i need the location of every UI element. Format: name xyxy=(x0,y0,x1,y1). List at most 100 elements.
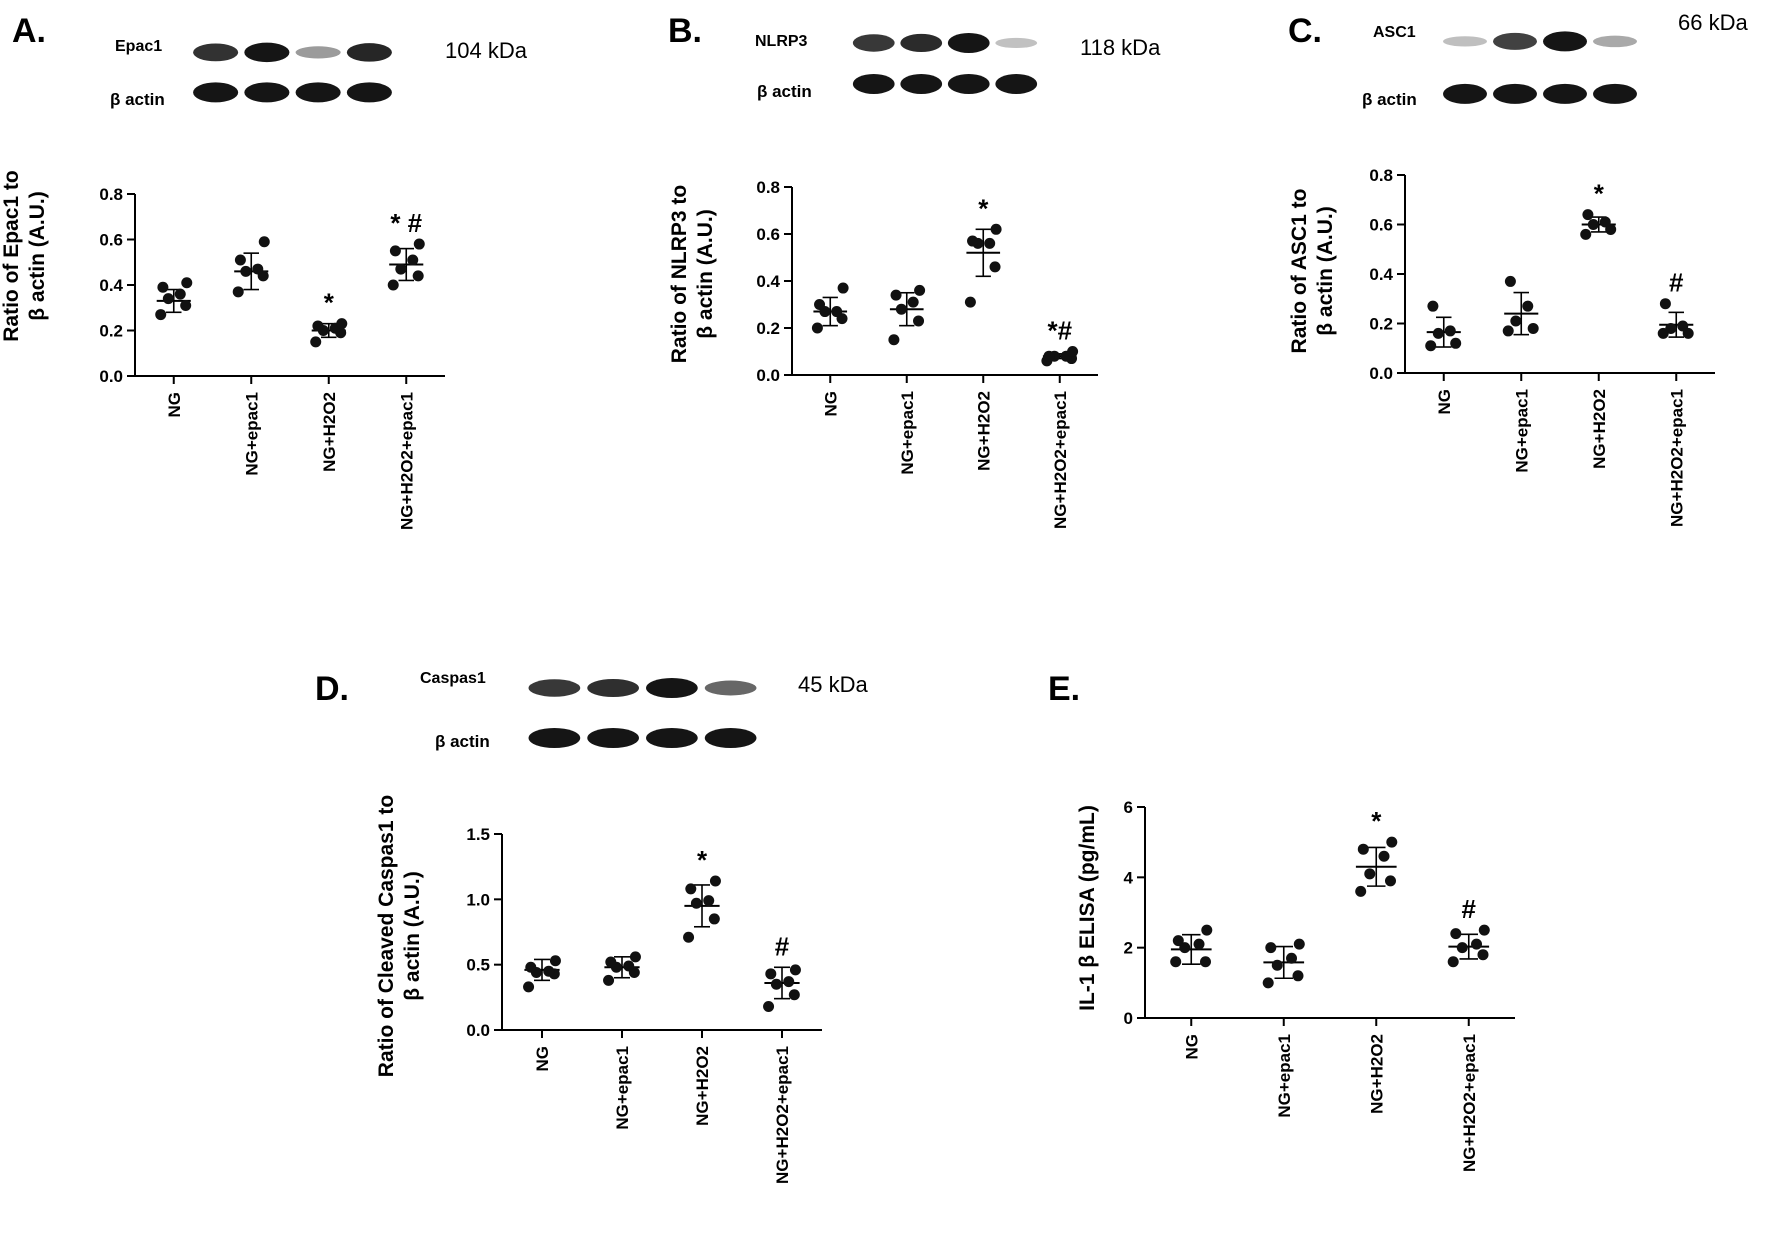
blot-band xyxy=(528,728,581,748)
y-tick-label: 0 xyxy=(1124,1009,1133,1028)
data-point xyxy=(683,931,695,943)
data-point xyxy=(831,306,843,318)
data-point xyxy=(890,289,902,301)
blot-loading-label-d: β actin xyxy=(435,732,490,751)
blot-band xyxy=(1443,83,1487,104)
data-point xyxy=(770,978,782,990)
y-tick-label: 0.8 xyxy=(756,178,780,197)
panel-letter-c: C. xyxy=(1288,12,1322,50)
blot-protein-label-a: Epac1 xyxy=(115,38,163,55)
y-tick-label: 0.2 xyxy=(99,322,123,341)
data-point xyxy=(1386,836,1398,848)
data-point xyxy=(1477,949,1489,961)
data-point xyxy=(629,951,641,963)
blot-band xyxy=(900,33,943,53)
blot-band xyxy=(1593,35,1637,48)
x-tick-label: NG+H2O2+epac1 xyxy=(773,1046,792,1184)
y-tick-label: 0.6 xyxy=(1369,216,1393,235)
y-tick-label: 0.0 xyxy=(466,1021,490,1040)
data-point xyxy=(525,961,537,973)
data-point xyxy=(1447,956,1459,968)
data-point xyxy=(1427,300,1439,312)
y-tick-label: 6 xyxy=(1124,798,1133,817)
data-point xyxy=(783,976,795,988)
significance-marker: # xyxy=(1669,268,1684,298)
blot-band xyxy=(528,679,581,697)
data-point xyxy=(1432,327,1444,339)
data-point xyxy=(1450,337,1462,349)
significance-marker: # xyxy=(775,931,790,961)
significance-marker: # xyxy=(1462,894,1477,924)
data-point xyxy=(1444,325,1456,337)
data-point xyxy=(763,1000,775,1012)
blot-band xyxy=(1543,31,1587,52)
data-point xyxy=(913,315,925,327)
x-tick-label: NG+H2O2+epac1 xyxy=(1051,391,1070,529)
data-point xyxy=(895,303,907,315)
data-point xyxy=(543,965,555,977)
y-tick-label: 1.0 xyxy=(466,890,490,909)
data-point xyxy=(1580,228,1592,240)
data-point xyxy=(1170,956,1182,968)
data-point xyxy=(1262,977,1274,989)
blot-image xyxy=(193,42,392,103)
data-point xyxy=(837,282,849,294)
significance-marker: * xyxy=(1594,179,1605,209)
panel-letter-a: A. xyxy=(12,12,46,50)
y-tick-label: 0.5 xyxy=(466,956,490,975)
data-point xyxy=(1677,320,1689,332)
blot-band xyxy=(646,678,698,698)
blot-band xyxy=(1443,36,1487,47)
data-point xyxy=(1271,959,1283,971)
data-point xyxy=(258,236,270,248)
significance-marker: * xyxy=(324,288,335,318)
western-blot-a xyxy=(190,30,395,110)
data-point xyxy=(709,875,721,887)
x-tick-label: NG xyxy=(165,392,184,418)
blot-loading-label-c: β actin xyxy=(1362,90,1417,109)
data-point xyxy=(155,309,167,321)
x-tick-label: NG+H2O2+epac1 xyxy=(397,392,416,530)
data-point xyxy=(1357,843,1369,855)
y-tick-label: 1.5 xyxy=(466,825,490,844)
data-point xyxy=(157,281,169,293)
data-point xyxy=(1172,935,1184,947)
y-tick-label: 0.6 xyxy=(99,231,123,250)
data-point xyxy=(232,286,244,298)
x-tick-label: NG+epac1 xyxy=(898,391,917,475)
blot-band xyxy=(244,42,290,63)
blot-band xyxy=(346,82,392,103)
blot-band xyxy=(193,82,239,103)
blot-band xyxy=(244,82,290,103)
data-point xyxy=(395,263,407,275)
x-tick-label: NG+epac1 xyxy=(1512,389,1531,473)
data-point xyxy=(1193,938,1205,950)
panel-letter-b: B. xyxy=(668,12,702,50)
blot-band xyxy=(295,82,341,103)
data-point xyxy=(387,279,399,291)
x-tick-label: NG xyxy=(821,391,840,417)
data-point xyxy=(1286,952,1298,964)
blot-band xyxy=(704,680,757,696)
x-tick-label: NG+H2O2 xyxy=(693,1046,712,1126)
data-point xyxy=(964,296,976,308)
y-tick-label: 0.0 xyxy=(1369,364,1393,383)
data-point xyxy=(788,989,800,1001)
data-point xyxy=(1478,924,1490,936)
x-tick-label: NG xyxy=(1182,1034,1201,1060)
data-point xyxy=(1043,350,1055,362)
y-tick-label: 4 xyxy=(1124,868,1134,887)
data-point xyxy=(703,895,715,907)
data-point xyxy=(174,288,186,300)
data-point xyxy=(789,964,801,976)
x-tick-label: NG+epac1 xyxy=(613,1046,632,1130)
data-point xyxy=(1504,275,1516,287)
data-point xyxy=(234,254,246,266)
data-point xyxy=(1527,322,1539,334)
blot-protein-label-b: NLRP3 xyxy=(755,33,808,50)
y-tick-label: 0.4 xyxy=(99,276,123,295)
significance-marker: * # xyxy=(390,208,422,238)
